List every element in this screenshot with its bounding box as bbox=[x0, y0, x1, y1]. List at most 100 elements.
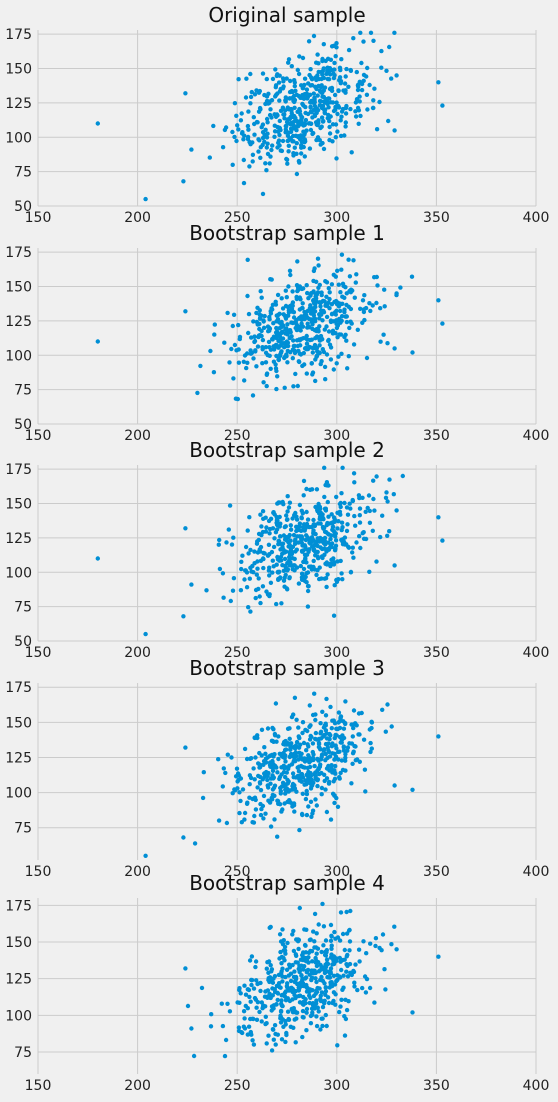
data-point bbox=[260, 509, 266, 514]
data-point bbox=[323, 723, 328, 728]
data-point bbox=[306, 769, 311, 775]
data-point bbox=[273, 362, 278, 367]
data-point bbox=[278, 336, 283, 342]
data-point bbox=[315, 777, 321, 782]
data-point bbox=[317, 103, 322, 108]
data-point bbox=[251, 356, 256, 361]
data-point bbox=[324, 957, 330, 962]
data-point bbox=[316, 263, 321, 268]
data-point bbox=[284, 326, 289, 331]
data-point bbox=[279, 601, 284, 606]
data-point bbox=[227, 503, 233, 508]
data-point bbox=[282, 742, 288, 747]
data-point bbox=[315, 568, 320, 573]
data-point bbox=[278, 1020, 284, 1025]
data-point bbox=[325, 68, 330, 74]
data-point bbox=[316, 521, 321, 526]
data-point bbox=[297, 337, 302, 342]
data-point bbox=[280, 306, 286, 311]
data-point bbox=[309, 976, 314, 981]
data-point bbox=[365, 505, 370, 511]
data-point bbox=[338, 118, 343, 123]
data-point bbox=[264, 525, 269, 530]
y-tick-label: 150 bbox=[5, 497, 32, 513]
data-point bbox=[440, 538, 445, 543]
data-point bbox=[286, 284, 291, 289]
data-point bbox=[242, 133, 247, 138]
data-point bbox=[307, 937, 313, 943]
data-point bbox=[287, 965, 293, 970]
data-point bbox=[256, 537, 261, 543]
data-point bbox=[258, 774, 263, 780]
x-tick-label: 300 bbox=[323, 1078, 350, 1094]
data-point bbox=[290, 932, 295, 937]
data-point bbox=[321, 146, 327, 152]
data-point bbox=[263, 989, 268, 994]
data-point bbox=[275, 124, 280, 130]
data-point bbox=[245, 1032, 250, 1037]
data-point bbox=[338, 500, 343, 506]
data-point bbox=[279, 558, 284, 563]
data-point bbox=[320, 72, 325, 77]
data-point bbox=[319, 785, 325, 791]
data-point bbox=[312, 309, 318, 314]
data-point bbox=[300, 730, 305, 736]
data-point bbox=[363, 789, 368, 794]
data-point bbox=[274, 527, 280, 532]
subplot-0: 150 200 250 300 350 400 50 75 100 125 150 175 Origin… bbox=[5, 3, 549, 226]
data-point bbox=[304, 333, 309, 339]
data-point bbox=[313, 378, 318, 384]
data-point bbox=[306, 960, 311, 965]
data-point bbox=[351, 471, 357, 476]
data-point bbox=[254, 364, 259, 369]
y-tick-label: 175 bbox=[5, 462, 32, 478]
data-point bbox=[251, 986, 257, 991]
data-point bbox=[255, 322, 260, 327]
data-point bbox=[339, 109, 345, 114]
data-point bbox=[288, 114, 293, 120]
data-point bbox=[316, 922, 321, 927]
data-point bbox=[224, 540, 229, 545]
data-point bbox=[257, 1009, 262, 1015]
data-point bbox=[336, 282, 341, 287]
data-point bbox=[394, 947, 399, 952]
data-point bbox=[306, 955, 311, 960]
data-point bbox=[309, 317, 315, 322]
data-point bbox=[353, 114, 359, 119]
data-point bbox=[307, 972, 312, 977]
data-point bbox=[238, 798, 243, 804]
data-point bbox=[339, 114, 344, 119]
data-point bbox=[289, 762, 295, 767]
data-point bbox=[272, 733, 278, 738]
data-point bbox=[377, 99, 382, 105]
data-point bbox=[296, 540, 301, 545]
data-point bbox=[242, 983, 247, 988]
data-point bbox=[249, 954, 255, 959]
data-point bbox=[313, 797, 318, 802]
data-point bbox=[297, 106, 302, 112]
data-point bbox=[301, 950, 306, 956]
data-point bbox=[277, 132, 282, 138]
data-point bbox=[310, 755, 316, 761]
data-point bbox=[271, 1037, 276, 1042]
data-point bbox=[281, 502, 286, 507]
data-point bbox=[308, 541, 313, 546]
data-point bbox=[325, 961, 331, 967]
data-point bbox=[348, 908, 353, 914]
data-point bbox=[307, 547, 312, 552]
data-point bbox=[299, 516, 304, 521]
data-point bbox=[339, 997, 344, 1002]
data-point bbox=[270, 337, 275, 342]
data-point bbox=[271, 775, 276, 780]
data-point bbox=[183, 91, 188, 96]
data-point bbox=[325, 755, 330, 761]
data-point bbox=[287, 550, 292, 555]
data-point bbox=[309, 361, 314, 366]
data-point bbox=[228, 598, 233, 604]
data-point bbox=[332, 751, 337, 756]
data-point bbox=[278, 791, 283, 796]
data-point bbox=[351, 258, 356, 263]
data-point bbox=[272, 536, 277, 541]
data-point bbox=[185, 1003, 191, 1009]
data-point bbox=[258, 155, 263, 160]
